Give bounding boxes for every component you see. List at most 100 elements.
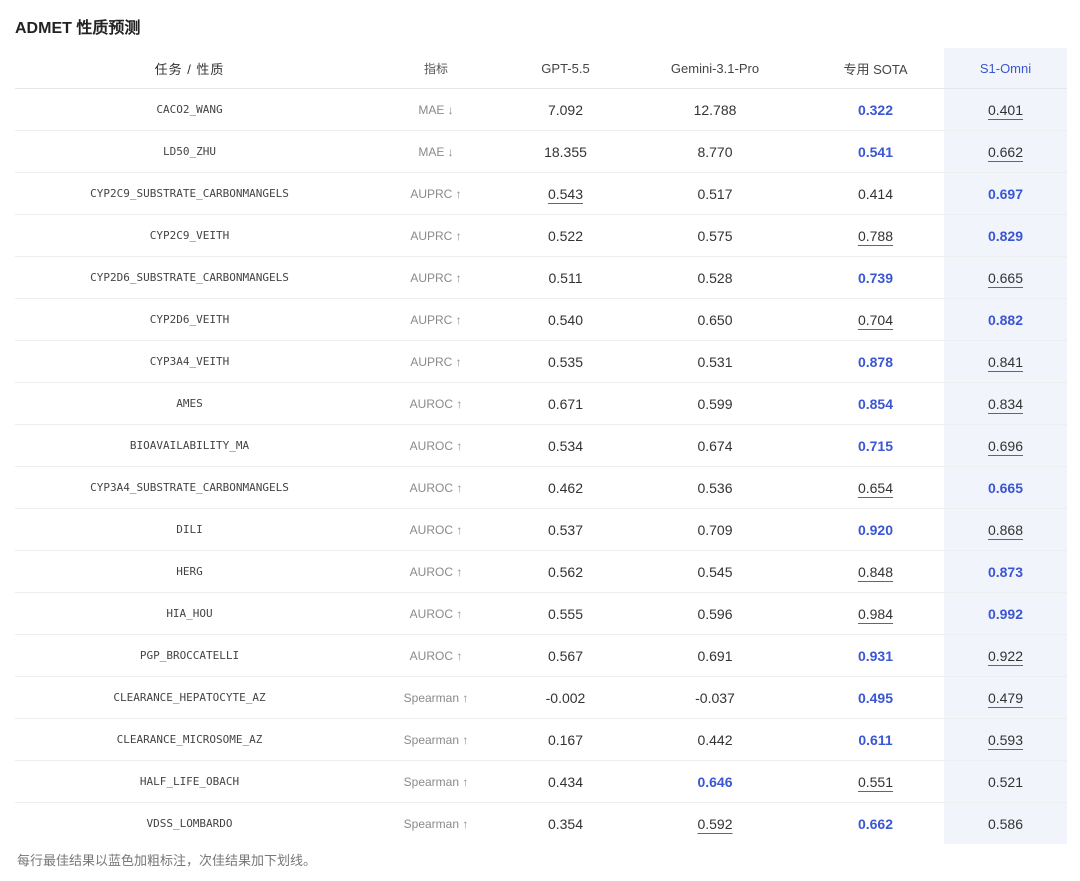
cell-s1-omni-value: 0.992 (987, 605, 1024, 622)
cell-metric: AUPRC ↑ (364, 256, 508, 299)
cell-task: PGP_BROCCATELLI (15, 634, 364, 677)
cell-task-value: BIOAVAILABILITY_MA (129, 439, 250, 452)
cell-sota-value: 0.654 (857, 479, 894, 496)
cell-task-value: VDSS_LOMBARDO (146, 817, 233, 830)
cell-gemini: 0.536 (623, 466, 807, 509)
cell-gemini: 0.442 (623, 718, 807, 761)
cell-s1-omni: 0.696 (944, 424, 1067, 467)
cell-gemini: 0.596 (623, 592, 807, 635)
cell-gpt-value: 0.537 (547, 521, 584, 538)
cell-gemini-value: -0.037 (695, 689, 735, 706)
cell-metric-value: Spearman ↑ (403, 690, 469, 705)
cell-sota-value: 0.739 (857, 269, 894, 286)
cell-metric: AUROC ↑ (364, 508, 508, 551)
cell-gpt: 0.671 (508, 382, 623, 425)
table-row: CYP3A4_SUBSTRATE_CARBONMANGELS AUROC ↑ 0.4… (15, 466, 1067, 509)
cell-gpt: 0.434 (508, 760, 623, 803)
cell-gemini: -0.037 (623, 676, 807, 719)
cell-task: CACO2_WANG (15, 88, 364, 131)
cell-task-value: CYP3A4_SUBSTRATE_CARBONMANGELS (90, 481, 289, 494)
cell-gemini-value: 0.650 (697, 311, 733, 328)
cell-gpt-value: 0.535 (547, 353, 584, 370)
cell-s1-omni: 0.841 (944, 340, 1067, 383)
cell-task-value: CYP2C9_SUBSTRATE_CARBONMANGELS (90, 187, 289, 200)
cell-gemini-value: 0.596 (697, 605, 733, 622)
cell-task-value: HERG (176, 565, 203, 578)
cell-gemini-value: 0.531 (697, 353, 733, 370)
table-row: AMES AUROC ↑ 0.671 0.599 0.854 0.834 (15, 382, 1067, 425)
cell-metric-value: Spearman ↑ (403, 816, 469, 831)
cell-metric-value: AUROC ↑ (409, 438, 463, 453)
cell-sota-value: 0.788 (857, 227, 894, 244)
cell-gemini-value: 0.517 (697, 185, 733, 202)
cell-gpt: 0.540 (508, 298, 623, 341)
cell-task-value: CACO2_WANG (156, 103, 223, 116)
cell-sota: 0.920 (807, 508, 944, 551)
cell-metric-value: AUPRC ↑ (410, 270, 462, 285)
table-row: LD50_ZHU MAE ↓ 18.355 8.770 0.541 0.662 (15, 130, 1067, 173)
cell-gemini: 0.592 (623, 803, 807, 845)
cell-task: CYP3A4_VEITH (15, 340, 364, 383)
cell-gemini-value: 0.599 (697, 395, 733, 412)
cell-s1-omni: 0.665 (944, 466, 1067, 509)
admet-results-table: 任务 / 性质 指标 GPT-5.5 Gemini-3.1-Pro 专用 SOT… (15, 48, 1067, 844)
cell-gpt-value: 0.555 (547, 605, 584, 622)
cell-sota: 0.414 (807, 172, 944, 215)
table-row: CLEARANCE_HEPATOCYTE_AZ Spearman ↑ -0.002 -… (15, 676, 1067, 719)
cell-s1-omni: 0.401 (944, 88, 1067, 131)
cell-s1-omni: 0.873 (944, 550, 1067, 593)
cell-gpt: 0.543 (508, 172, 623, 215)
cell-task: CLEARANCE_MICROSOME_AZ (15, 718, 364, 761)
table-row: HERG AUROC ↑ 0.562 0.545 0.848 0.873 (15, 550, 1067, 593)
cell-s1-omni-value: 0.922 (987, 647, 1024, 664)
cell-s1-omni-value: 0.521 (987, 773, 1024, 790)
page-title: ADMET 性质预测 (15, 20, 141, 37)
cell-metric: AUROC ↑ (364, 382, 508, 425)
cell-metric: AUPRC ↑ (364, 298, 508, 341)
cell-task: CYP2C9_SUBSTRATE_CARBONMANGELS (15, 172, 364, 215)
cell-gpt-value: 0.511 (548, 269, 583, 286)
cell-gpt: 18.355 (508, 130, 623, 173)
cell-sota: 0.854 (807, 382, 944, 425)
table-row: CYP2D6_SUBSTRATE_CARBONMANGELS AUPRC ↑ 0.5… (15, 256, 1067, 299)
cell-gpt-value: 0.462 (547, 479, 584, 496)
cell-gemini-value: 0.674 (697, 437, 733, 454)
cell-sota: 0.495 (807, 676, 944, 719)
table-body: CACO2_WANG MAE ↓ 7.092 12.788 0.322 0.401 LD50… (15, 88, 1067, 845)
cell-gpt-value: 0.562 (547, 563, 584, 580)
cell-gpt: 0.511 (508, 256, 623, 299)
cell-task: DILI (15, 508, 364, 551)
cell-gemini: 0.517 (623, 172, 807, 215)
table-row: PGP_BROCCATELLI AUROC ↑ 0.567 0.691 0.931 0.9… (15, 634, 1067, 677)
cell-gemini: 0.545 (623, 550, 807, 593)
table-row: HALF_LIFE_OBACH Spearman ↑ 0.434 0.646 0.551… (15, 760, 1067, 803)
cell-gpt: 0.562 (508, 550, 623, 593)
cell-gpt-value: 0.522 (547, 227, 584, 244)
cell-gpt: 0.537 (508, 508, 623, 551)
cell-s1-omni-value: 0.697 (987, 185, 1024, 202)
cell-task-value: CYP2D6_VEITH (149, 313, 230, 326)
cell-metric-value: AUPRC ↑ (410, 312, 462, 327)
cell-s1-omni: 0.479 (944, 676, 1067, 719)
cell-s1-omni-value: 0.665 (987, 479, 1024, 496)
cell-metric-value: AUROC ↑ (409, 648, 463, 663)
cell-gpt-value: 0.167 (547, 731, 584, 748)
cell-gemini-value: 8.770 (697, 143, 733, 160)
cell-gemini: 0.528 (623, 256, 807, 299)
cell-metric: AUPRC ↑ (364, 172, 508, 215)
cell-gpt-value: 0.534 (547, 437, 584, 454)
cell-metric: AUROC ↑ (364, 550, 508, 593)
header-metric: 指标 (364, 48, 508, 89)
cell-gpt-value: 0.434 (547, 773, 584, 790)
cell-metric: AUROC ↑ (364, 634, 508, 677)
cell-gemini-value: 0.592 (697, 815, 733, 832)
cell-s1-omni: 0.992 (944, 592, 1067, 635)
cell-metric: AUPRC ↑ (364, 214, 508, 257)
cell-gpt: 0.555 (508, 592, 623, 635)
footnote: 每行最佳结果以蓝色加粗标注，次佳结果加下划线。 (17, 853, 317, 868)
cell-sota: 0.662 (807, 803, 944, 845)
cell-gemini: 12.788 (623, 88, 807, 131)
cell-sota-value: 0.854 (857, 395, 894, 412)
cell-sota-value: 0.611 (858, 731, 893, 748)
cell-task: AMES (15, 382, 364, 425)
